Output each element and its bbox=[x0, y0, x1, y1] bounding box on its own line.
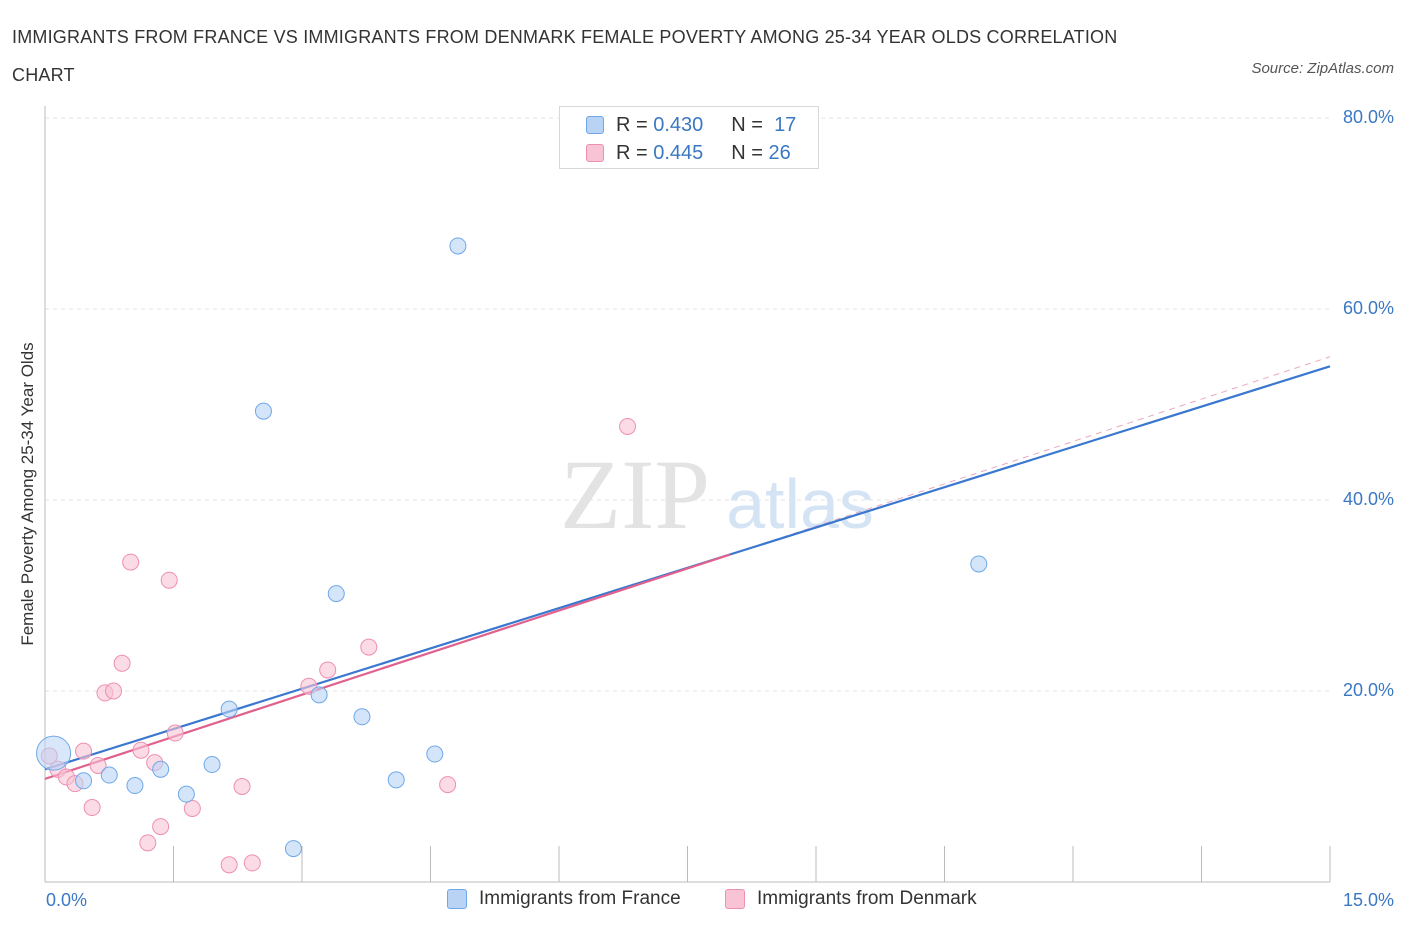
r-value-france: 0.430 bbox=[653, 113, 704, 136]
point-france bbox=[327, 585, 345, 603]
y-tick-label: 60.0% bbox=[1342, 298, 1394, 318]
point-denmark bbox=[233, 778, 251, 795]
point-france bbox=[126, 777, 144, 795]
x-tick-max: 15.0% bbox=[1342, 890, 1394, 910]
point-denmark bbox=[122, 553, 140, 571]
point-denmark bbox=[220, 856, 238, 874]
legend-item-denmark[interactable]: Immigrants from Denmark bbox=[725, 888, 977, 910]
point-france bbox=[177, 785, 195, 803]
point-denmark bbox=[243, 854, 261, 872]
point-denmark bbox=[619, 417, 637, 435]
point-denmark bbox=[152, 818, 170, 836]
r-label: R = bbox=[616, 141, 648, 164]
point-denmark bbox=[89, 756, 107, 774]
point-france bbox=[220, 700, 238, 718]
point-france bbox=[75, 772, 93, 790]
point-france bbox=[36, 735, 72, 771]
x-tick-min: 0.0% bbox=[46, 890, 88, 910]
point-france bbox=[426, 745, 444, 763]
denmark-swatch bbox=[586, 144, 604, 162]
chart-title: IMMIGRANTS FROM FRANCE VS IMMIGRANTS FRO… bbox=[12, 27, 1118, 85]
y-tick-label: 40.0% bbox=[1342, 489, 1394, 509]
n-value-france: 17 bbox=[774, 113, 797, 136]
data-points bbox=[36, 237, 988, 874]
point-france bbox=[353, 708, 371, 726]
point-france bbox=[254, 402, 272, 420]
n-label: N = bbox=[731, 141, 763, 164]
france-swatch bbox=[586, 116, 604, 134]
point-france bbox=[152, 760, 170, 778]
point-denmark bbox=[139, 834, 157, 852]
point-france bbox=[970, 555, 988, 573]
grid-lines bbox=[45, 117, 1330, 692]
point-france bbox=[310, 686, 328, 704]
r-value-denmark: 0.445 bbox=[653, 141, 704, 164]
legend-row-denmark: R = 0.445 N = 26 bbox=[586, 141, 791, 165]
n-value-denmark: 26 bbox=[768, 141, 791, 164]
point-denmark bbox=[105, 682, 123, 700]
n-label: N = bbox=[731, 113, 763, 136]
watermark-zip: ZIP bbox=[560, 439, 710, 550]
y-tick-label: 80.0% bbox=[1342, 107, 1394, 127]
point-denmark bbox=[132, 741, 150, 759]
y-tick-label: 20.0% bbox=[1342, 680, 1394, 700]
france-legend-label: Immigrants from France bbox=[479, 888, 681, 909]
point-france bbox=[100, 766, 118, 784]
point-denmark bbox=[113, 654, 131, 672]
legend-item-france[interactable]: Immigrants from France bbox=[447, 888, 681, 910]
point-denmark bbox=[75, 742, 93, 760]
point-denmark bbox=[166, 724, 184, 742]
point-france bbox=[284, 840, 302, 858]
denmark-legend-label: Immigrants from Denmark bbox=[757, 888, 977, 909]
point-denmark bbox=[160, 571, 178, 589]
trend-denmark bbox=[44, 553, 731, 780]
legend-row-france: R = 0.430 N = 17 bbox=[586, 113, 796, 137]
point-denmark bbox=[83, 799, 101, 817]
point-denmark bbox=[439, 776, 457, 794]
point-france bbox=[387, 771, 405, 789]
point-denmark bbox=[183, 799, 201, 817]
point-denmark bbox=[319, 661, 337, 679]
stats-legend: R = 0.430 N = 17 R = 0.445 N = 26 bbox=[559, 106, 819, 169]
trend-lines bbox=[44, 356, 1331, 780]
point-denmark bbox=[360, 638, 378, 656]
r-label: R = bbox=[616, 113, 648, 136]
watermark-atlas: atlas bbox=[726, 465, 874, 543]
france-legend-swatch bbox=[447, 889, 467, 909]
point-france bbox=[449, 237, 467, 255]
source-label: Source: ZipAtlas.com bbox=[1251, 60, 1394, 77]
denmark-legend-swatch bbox=[725, 889, 745, 909]
point-france bbox=[203, 756, 221, 774]
